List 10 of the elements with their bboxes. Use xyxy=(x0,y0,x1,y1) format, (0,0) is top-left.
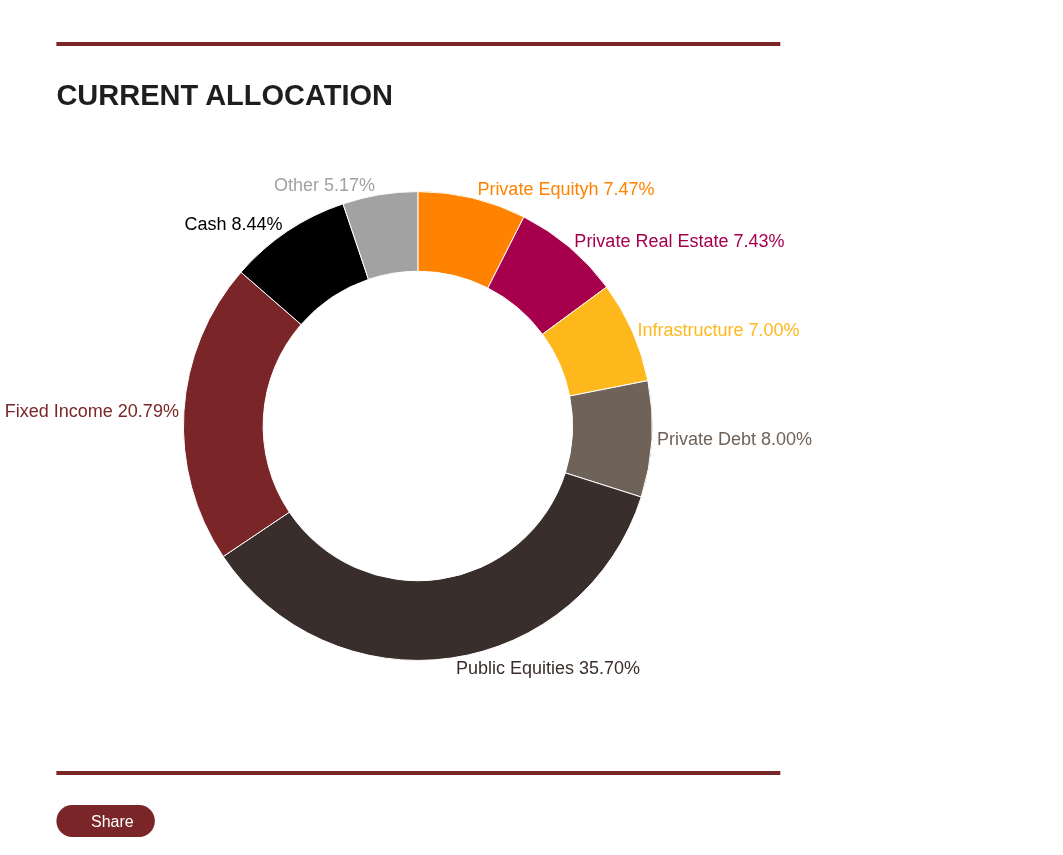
slice-label: Public Equities 35.70% xyxy=(455,657,641,678)
slice-label: Private Real Estate 7.43% xyxy=(574,231,785,252)
slice-label: Fixed Income 20.79% xyxy=(4,401,179,422)
slice-label: Cash 8.44% xyxy=(184,214,283,235)
slice-label: Private Equityh 7.47% xyxy=(477,178,655,199)
slice-label: Infrastructure 7.00% xyxy=(637,319,800,340)
chart-title: CURRENT ALLOCATION xyxy=(56,79,394,112)
slice-label: Other 5.17% xyxy=(273,174,375,195)
slice-label: Private Debt 8.00% xyxy=(656,429,812,450)
text: Share xyxy=(91,813,134,830)
